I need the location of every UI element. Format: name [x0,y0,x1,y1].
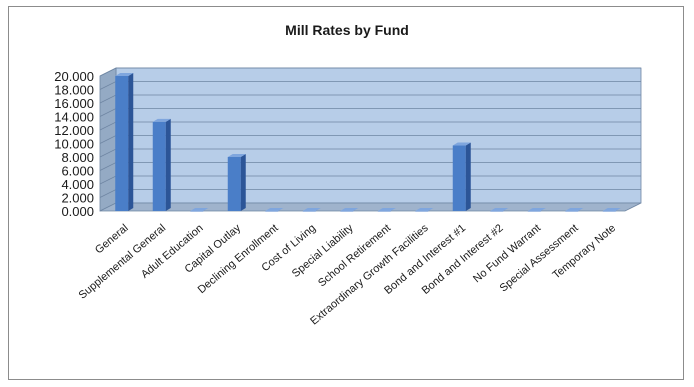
bar-side [165,118,171,211]
bar [377,211,391,212]
bar-side [128,73,134,211]
bar-top [227,154,246,157]
x-tick-label: No Fund Warrant [471,222,543,285]
gridline [99,67,641,77]
bar-top [340,208,359,211]
bar [415,211,429,212]
bar [265,211,279,212]
bar-top [302,208,321,211]
bar [115,76,129,211]
bar-side [240,154,246,211]
bar-side [465,142,471,211]
bar-top [377,208,396,211]
bar-top [115,73,134,76]
bar-top [602,208,621,211]
bar [565,211,579,212]
bar-top [415,208,434,211]
bar [490,211,504,212]
x-tick-label: Temporary Note [551,222,619,282]
y-tick-label: 20.000 [54,69,94,84]
y-tick-label: 12.000 [54,123,94,138]
bar [340,211,354,212]
bar-top [565,208,584,211]
y-tick-label: 14.000 [54,110,94,125]
bar-top [490,208,509,211]
bar-top [265,208,284,211]
y-tick-label: 10.000 [54,137,94,152]
bar-top [152,118,171,122]
bar [452,145,466,211]
y-tick-label: 8.000 [61,150,94,165]
bar [190,211,204,212]
bar-top [452,142,471,146]
bar [527,211,541,212]
bar [152,121,166,211]
y-tick-label: 0.000 [61,204,94,219]
bar-top [190,208,209,211]
y-tick-label: 4.000 [61,177,94,192]
y-tick-label: 2.000 [61,191,94,206]
y-tick-label: 18.000 [54,83,94,98]
bar [227,157,241,211]
chart-title: Mill Rates by Fund [285,22,409,38]
bar [602,211,616,212]
plot-floor [99,202,642,212]
y-tick-label: 16.000 [54,96,94,111]
bar [302,211,316,212]
bar-top [527,208,546,211]
y-tick-label: 6.000 [61,164,94,179]
plot-area: 0.0002.0004.0006.0008.00010.00012.00014.… [54,67,642,328]
